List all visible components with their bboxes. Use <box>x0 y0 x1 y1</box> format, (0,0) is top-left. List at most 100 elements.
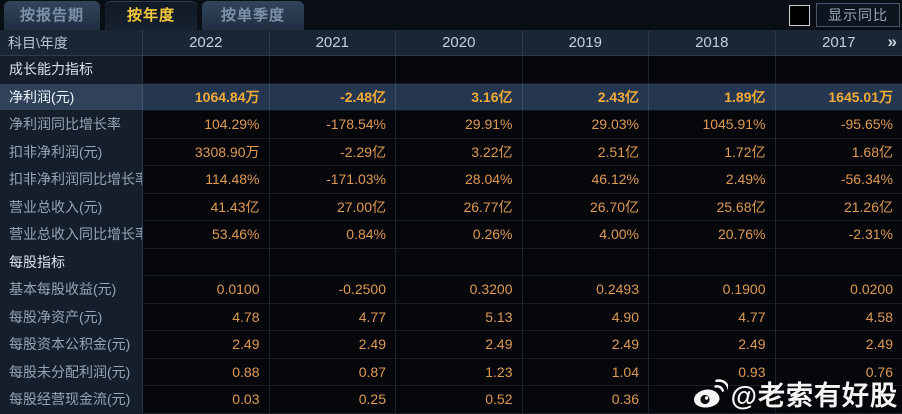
cell-value <box>775 386 902 414</box>
cell-value: 2.49 <box>396 331 523 359</box>
header-year-2021: 2021 <box>269 30 396 56</box>
table-row: 扣非净利润(元) 3308.90万 -2.29亿 3.22亿 2.51亿 1.72亿 1.6… <box>0 138 902 166</box>
cell-value: 1064.84万 <box>143 83 270 111</box>
cell-value: 1645.01万 <box>775 83 902 111</box>
cell-value <box>143 248 270 276</box>
cell-value: 25.68亿 <box>649 193 776 221</box>
cell-value <box>269 248 396 276</box>
tab-by-year[interactable]: 按年度 <box>105 1 197 30</box>
cell-value <box>649 386 776 414</box>
row-label: 营业总收入(元) <box>0 193 143 221</box>
cell-value <box>649 248 776 276</box>
cell-value: 4.77 <box>649 303 776 331</box>
cell-value <box>396 248 523 276</box>
cell-value: 1.04 <box>522 358 649 386</box>
section-header-row: 成长能力指标 <box>0 56 902 84</box>
cell-value: 53.46% <box>143 221 270 249</box>
cell-value: 2.49 <box>649 331 776 359</box>
row-label: 每股指标 <box>0 248 143 276</box>
cell-value: 4.77 <box>269 303 396 331</box>
table-body: 成长能力指标 净利润(元) 1064.84万 -2.48亿 3.16亿 2.43亿 1.89… <box>0 56 902 414</box>
header-year-2017: 2017 » <box>775 30 902 56</box>
table-header-row: 科目\年度 2022 2021 2020 2019 2018 2017 » <box>0 30 902 56</box>
row-label: 每股资本公积金(元) <box>0 331 143 359</box>
cell-value: 21.26亿 <box>775 193 902 221</box>
table-row: 营业总收入(元) 41.43亿 27.00亿 26.77亿 26.70亿 25.68亿 21… <box>0 193 902 221</box>
cell-value: 28.04% <box>396 166 523 194</box>
tab-bar: 按报告期 按年度 按单季度 显示同比 <box>0 0 902 30</box>
table-row: 基本每股收益(元) 0.0100 -0.2500 0.3200 0.2493 0.1900… <box>0 276 902 304</box>
cell-value: -2.29亿 <box>269 138 396 166</box>
header-year-2022: 2022 <box>143 30 270 56</box>
cell-value: 46.12% <box>522 166 649 194</box>
header-year-2020: 2020 <box>396 30 523 56</box>
cell-value: 1.89亿 <box>649 83 776 111</box>
cell-value: 1.68亿 <box>775 138 902 166</box>
cell-value <box>775 248 902 276</box>
cell-value: 1.23 <box>396 358 523 386</box>
header-corner-label: 科目\年度 <box>0 30 143 56</box>
cell-value: 0.1900 <box>649 276 776 304</box>
cell-value: -56.34% <box>775 166 902 194</box>
cell-value: 0.0100 <box>143 276 270 304</box>
row-label: 基本每股收益(元) <box>0 276 143 304</box>
cell-value: 4.00% <box>522 221 649 249</box>
row-label: 营业总收入同比增长率 <box>0 221 143 249</box>
cell-value: 3308.90万 <box>143 138 270 166</box>
cell-value: 0.3200 <box>396 276 523 304</box>
header-year-2019: 2019 <box>522 30 649 56</box>
cell-value: 2.51亿 <box>522 138 649 166</box>
tab-by-quarter[interactable]: 按单季度 <box>202 1 304 30</box>
cell-value: 41.43亿 <box>143 193 270 221</box>
cell-value: 5.13 <box>396 303 523 331</box>
table-row: 扣非净利润同比增长率 114.48% -171.03% 28.04% 46.12% 2.4… <box>0 166 902 194</box>
cell-value: 0.88 <box>143 358 270 386</box>
row-label: 每股净资产(元) <box>0 303 143 331</box>
cell-value: 0.52 <box>396 386 523 414</box>
cell-value: 2.49 <box>775 331 902 359</box>
cell-value <box>649 56 776 84</box>
cell-value: 0.76 <box>775 358 902 386</box>
financial-table: 科目\年度 2022 2021 2020 2019 2018 2017 » 成长… <box>0 30 902 414</box>
cell-value: 20.76% <box>649 221 776 249</box>
cell-value: -95.65% <box>775 111 902 139</box>
cell-value: 0.93 <box>649 358 776 386</box>
row-label: 每股未分配利润(元) <box>0 358 143 386</box>
cell-value: 4.90 <box>522 303 649 331</box>
section-header-row: 每股指标 <box>0 248 902 276</box>
cell-value: 1045.91% <box>649 111 776 139</box>
cell-value: 3.22亿 <box>396 138 523 166</box>
cell-value: 0.84% <box>269 221 396 249</box>
cell-value: 2.49% <box>649 166 776 194</box>
table-row: 营业总收入同比增长率 53.46% 0.84% 0.26% 4.00% 20.76% -2.… <box>0 221 902 249</box>
cell-value <box>522 248 649 276</box>
cell-value: 104.29% <box>143 111 270 139</box>
cell-value: 26.77亿 <box>396 193 523 221</box>
cell-value: 0.26% <box>396 221 523 249</box>
show-yoy-button[interactable]: 显示同比 <box>816 3 900 27</box>
cell-value: 27.00亿 <box>269 193 396 221</box>
cell-value: 0.0200 <box>775 276 902 304</box>
tab-by-report-period[interactable]: 按报告期 <box>4 1 100 30</box>
table-row: 每股资本公积金(元) 2.49 2.49 2.49 2.49 2.49 2.49 <box>0 331 902 359</box>
cell-value: 29.03% <box>522 111 649 139</box>
cell-value: 0.2493 <box>522 276 649 304</box>
cell-value: 26.70亿 <box>522 193 649 221</box>
cell-value <box>143 56 270 84</box>
cell-value: 2.49 <box>269 331 396 359</box>
row-label: 扣非净利润(元) <box>0 138 143 166</box>
cell-value: -2.31% <box>775 221 902 249</box>
header-year-2018: 2018 <box>649 30 776 56</box>
cell-value: 3.16亿 <box>396 83 523 111</box>
more-columns-icon[interactable]: » <box>887 31 897 51</box>
row-label: 每股经营现金流(元) <box>0 386 143 414</box>
table-row: 净利润(元) 1064.84万 -2.48亿 3.16亿 2.43亿 1.89亿 1645.… <box>0 83 902 111</box>
cell-value: 0.87 <box>269 358 396 386</box>
cell-value: 2.49 <box>522 331 649 359</box>
show-yoy-checkbox[interactable] <box>789 5 810 26</box>
cell-value: -0.2500 <box>269 276 396 304</box>
cell-value: 1.72亿 <box>649 138 776 166</box>
table-row: 每股未分配利润(元) 0.88 0.87 1.23 1.04 0.93 0.76 <box>0 358 902 386</box>
cell-value <box>775 56 902 84</box>
cell-value: 0.25 <box>269 386 396 414</box>
